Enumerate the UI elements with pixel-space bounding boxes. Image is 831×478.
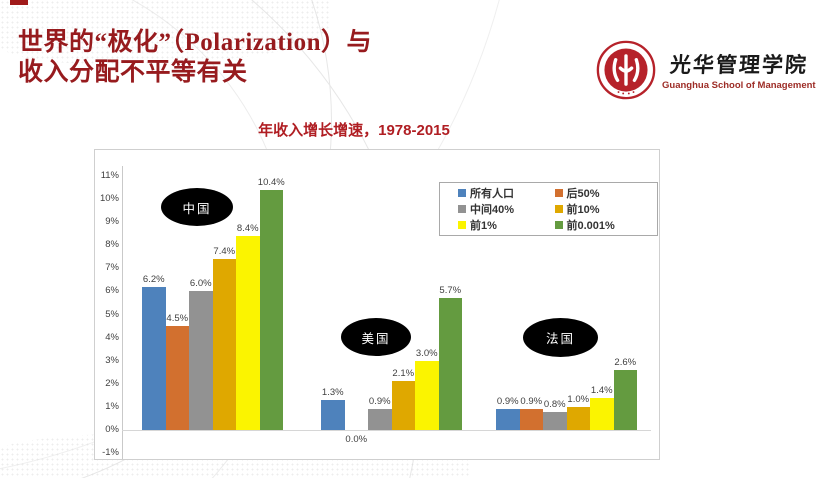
y-tick-label: 9% [105, 216, 119, 228]
y-tick-label: 7% [105, 262, 119, 274]
bar-g0-s3 [212, 259, 236, 430]
bar-value-label: 10.4% [257, 176, 285, 188]
legend-swatch-icon [458, 189, 466, 197]
page-title-line2: 收入分配不平等有关 [18, 58, 248, 86]
x-axis-baseline [122, 430, 651, 431]
y-tick-label: 3% [105, 354, 119, 366]
bar-value-label: 2.6% [614, 356, 637, 368]
bar-value-label: 4.5% [166, 313, 189, 325]
y-tick-label: 8% [105, 239, 119, 251]
y-tick-label: 11% [100, 169, 119, 181]
y-tick-label: -1% [102, 447, 119, 459]
bar-g1-s5 [438, 298, 462, 430]
legend-label: 后50% [566, 188, 600, 200]
bar-g2-s4 [590, 397, 614, 430]
bar-g2-s5 [613, 369, 637, 430]
y-tick-label: 4% [105, 331, 119, 343]
bar-value-label: 7.4% [213, 246, 236, 258]
bar-value-label: 0.9% [496, 396, 519, 408]
bar-g2-s3 [566, 406, 590, 430]
bar-value-label: 1.3% [321, 386, 344, 398]
legend-label: 前0.001% [566, 220, 615, 232]
school-logo: 光华管理学院 Guanghua School of Management [596, 40, 816, 100]
legend-item-1: 后50% [554, 185, 652, 201]
legend-item-3: 前10% [554, 201, 652, 217]
legend-swatch-icon [458, 205, 466, 213]
logo-name-en: Guanghua School of Management [662, 80, 816, 91]
bar-g0-s2 [189, 291, 213, 430]
group-label-france: 法国 [523, 318, 598, 357]
bar-value-label: 3.0% [415, 347, 438, 359]
legend-swatch-icon [458, 221, 466, 229]
group-label-text: 美国 [361, 331, 391, 346]
bar-g0-s0 [142, 286, 166, 430]
bar-g1-s0 [321, 399, 345, 430]
group-label-text: 法国 [545, 332, 575, 346]
bar-g2-s1 [519, 409, 543, 430]
legend-item-4: 前1% [458, 217, 555, 233]
bar-g0-s5 [259, 189, 283, 430]
bar-g1-s2 [368, 409, 392, 430]
legend-item-0: 所有人口 [458, 185, 555, 201]
logo-text: 光华管理学院 Guanghua School of Management [662, 49, 816, 91]
legend-item-5: 前0.001% [554, 217, 652, 233]
bar-value-label: 0.0% [345, 434, 368, 445]
bar-g2-s0 [496, 409, 520, 430]
group-label-china: 中国 [161, 188, 233, 226]
bar-chart: 11% 10% 9% 8% 7% 6% 5% 4% 3% 2% 1% 0% -1% 6.2% 4.5% 6.0… [94, 149, 660, 460]
y-tick-label: 1% [105, 400, 119, 412]
bar-value-label: 5.7% [439, 285, 462, 297]
legend-swatch-icon [554, 189, 563, 197]
y-tick-label: 2% [105, 377, 119, 389]
legend-item-2: 中间40% [458, 201, 555, 217]
legend-swatch-icon [554, 205, 563, 213]
y-tick-label: 0% [105, 424, 119, 435]
y-axis-line [122, 166, 123, 459]
bar-value-label: 1.4% [590, 384, 613, 396]
red-corner-mark [10, 0, 28, 5]
legend-label: 前1% [470, 220, 497, 232]
group-label-text: 中国 [182, 201, 212, 216]
group-label-usa: 美国 [341, 318, 411, 356]
university-seal-icon [596, 40, 656, 100]
bar-value-label: 6.2% [142, 273, 165, 285]
legend-swatch-icon [554, 221, 563, 229]
bar-g0-s4 [236, 235, 260, 430]
page-title-line1: 世界的“极化”（Polarization）与 [18, 29, 373, 56]
bar-g1-s4 [415, 360, 439, 430]
page-title: 世界的“极化”（Polarization）与 收入分配不平等有关 [18, 28, 578, 87]
legend-label: 所有人口 [470, 188, 514, 200]
bar-g2-s2 [543, 411, 567, 430]
logo-name-cn: 光华管理学院 [668, 53, 809, 77]
y-tick-label: 10% [99, 193, 119, 204]
legend-label: 中间40% [470, 204, 515, 216]
bar-value-label: 0.8% [543, 398, 566, 410]
bar-value-label: 0.9% [368, 396, 391, 408]
y-tick-label: 5% [105, 308, 119, 320]
legend-label: 前10% [566, 204, 600, 216]
bar-value-label: 2.1% [392, 368, 415, 380]
bar-value-label: 6.0% [189, 278, 212, 290]
chart-legend: 所有人口 后50% 中间40% 前10% 前1% 前0.001% [439, 182, 658, 236]
y-tick-label: 6% [105, 285, 119, 297]
bar-value-label: 0.9% [520, 396, 543, 408]
bar-value-label: 8.4% [236, 222, 259, 234]
chart-title: 年收入增长增速，1978-2015 [258, 122, 450, 139]
bar-value-label: 1.0% [567, 393, 590, 405]
bar-g0-s1 [165, 326, 189, 430]
bar-g1-s3 [391, 381, 415, 430]
